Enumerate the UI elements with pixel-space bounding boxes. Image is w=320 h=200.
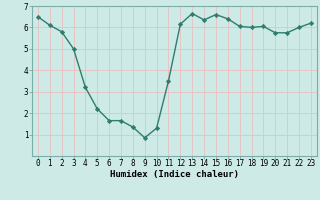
X-axis label: Humidex (Indice chaleur): Humidex (Indice chaleur) bbox=[110, 170, 239, 179]
